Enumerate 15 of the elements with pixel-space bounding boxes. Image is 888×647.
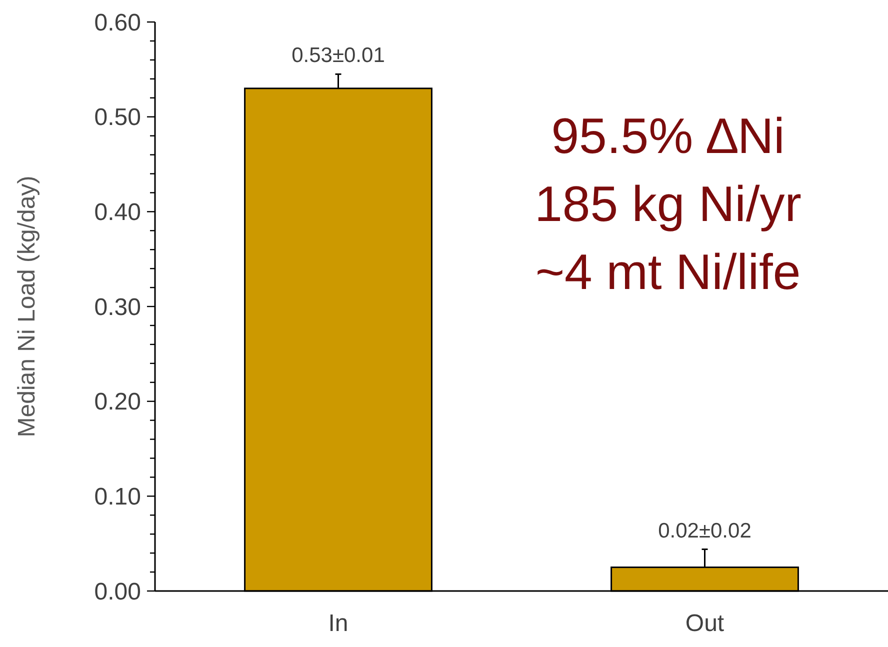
y-tick-label: 0.10 <box>94 484 141 511</box>
annotation: ~4 mt Ni/life <box>535 244 801 300</box>
y-tick-label: 0.60 <box>94 9 141 36</box>
x-tick-label: Out <box>685 610 724 637</box>
y-tick-label: 0.00 <box>94 578 141 606</box>
y-tick-label: 0.30 <box>94 294 141 321</box>
x-tick-label: In <box>328 610 348 637</box>
data-label: 0.53±0.01 <box>292 44 385 68</box>
y-tick-label: 0.20 <box>94 388 141 416</box>
annotation: 95.5% ∆Ni <box>551 108 785 164</box>
y-tick-label: 0.40 <box>94 199 141 226</box>
data-label: 0.02±0.02 <box>658 519 752 542</box>
y-axis-title: Median Ni Load (kg/day) <box>13 176 40 438</box>
y-tick-label: 0.50 <box>94 104 141 132</box>
annotation: 185 kg Ni/yr <box>534 176 802 232</box>
